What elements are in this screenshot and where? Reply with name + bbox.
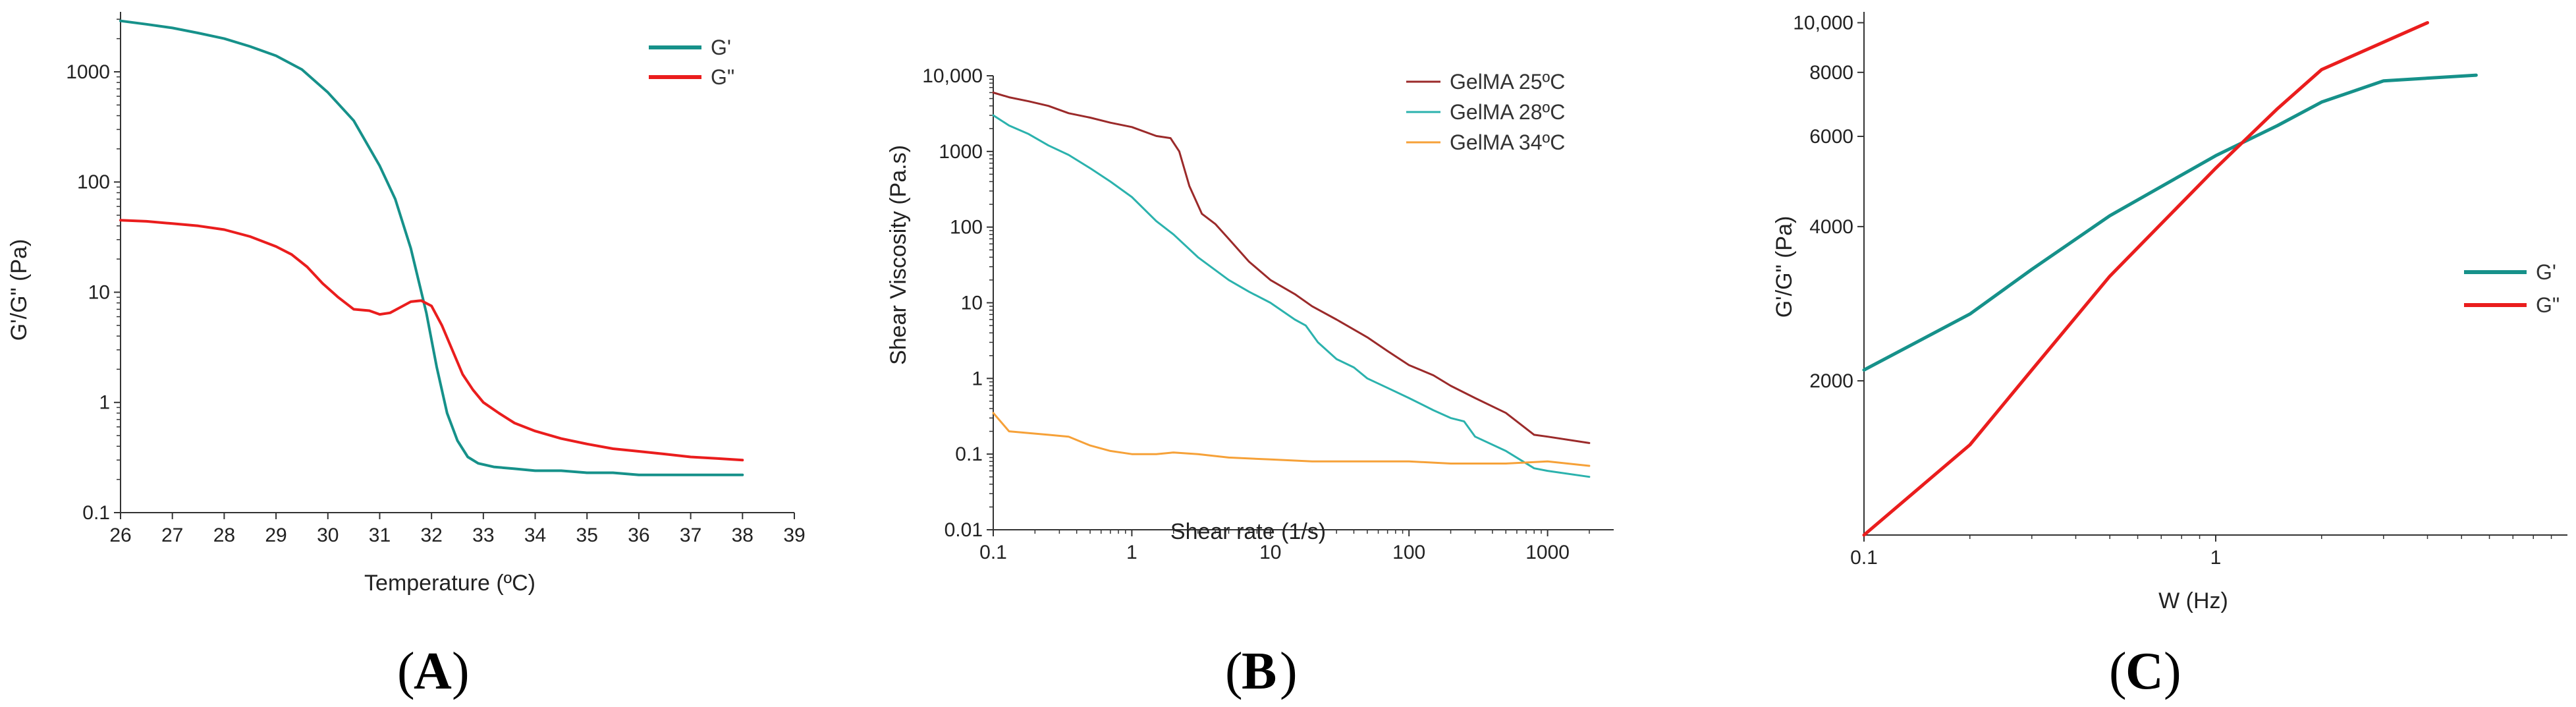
panel-b-x-tick-label: 1 bbox=[1126, 542, 1137, 563]
panel-a-legend-label-0: G' bbox=[711, 36, 731, 59]
panel-c: 0.1 1 2000 4000 6000 8000 10,000 W (Hz) G'/G" … bbox=[1772, 12, 2567, 700]
panel-c-label-open: ( bbox=[2109, 642, 2127, 700]
panel-a-label: A bbox=[414, 642, 452, 700]
panel-a-x-tick-label: 27 bbox=[161, 524, 183, 546]
panel-a-x-tick-label: 26 bbox=[109, 524, 131, 546]
panel-a-x-tick-label: 32 bbox=[420, 524, 442, 546]
panel-c-label-close: ) bbox=[2164, 642, 2181, 700]
panel-b-x-tick-label: 0.1 bbox=[979, 542, 1007, 563]
panel-b-label-close: ) bbox=[1280, 642, 1298, 700]
panel-a-x-tick-label: 37 bbox=[680, 524, 701, 546]
panel-a-x-tick-label: 33 bbox=[472, 524, 494, 546]
panel-c-y-tick-label: 8000 bbox=[1809, 62, 1853, 84]
panel-a-label-open: ( bbox=[397, 642, 415, 700]
panel-a-x-tick-label: 31 bbox=[369, 524, 391, 546]
panel-b-label-open: ( bbox=[1225, 642, 1243, 700]
panel-c-series-line-1 bbox=[1862, 21, 2429, 537]
panel-a-legend-label-1: G" bbox=[711, 65, 734, 89]
panel-a: 26 27 28 29 30 31 32 33 34 35 36 37 38 39 0.1 1 10 100 100… bbox=[7, 12, 806, 700]
panel-c-plot-frame bbox=[1863, 12, 2567, 536]
panel-a-x-tick-label: 34 bbox=[524, 524, 546, 546]
panel-b-legend-label-0: GelMA 25ºC bbox=[1450, 70, 1565, 94]
panel-c-x-axis-label: W (Hz) bbox=[2158, 588, 2228, 613]
panel-b-y-tick-label: 10 bbox=[961, 293, 983, 314]
panel-a-x-tick-label: 28 bbox=[213, 524, 235, 546]
panel-b-series-line-1 bbox=[992, 114, 1591, 478]
panel-c-y-tick-label: 2000 bbox=[1809, 370, 1853, 392]
panel-b-y-tick-label: 100 bbox=[950, 217, 983, 239]
panel-b-x-tick-label: 100 bbox=[1392, 542, 1425, 563]
panel-b-x-tick-label: 1000 bbox=[1525, 542, 1570, 563]
panel-b-legend-label-2: GelMA 34ºC bbox=[1450, 130, 1565, 154]
panel-c-y-tick-label: 6000 bbox=[1809, 126, 1853, 148]
panel-c-y-tick-label: 10,000 bbox=[1793, 12, 1853, 34]
panel-a-label-close: ) bbox=[452, 642, 470, 700]
panel-a-x-tick-label: 38 bbox=[732, 524, 754, 546]
panel-c-label: C bbox=[2125, 642, 2164, 700]
panel-a-x-tick-label: 36 bbox=[628, 524, 649, 546]
panel-a-y-tick-label: 1000 bbox=[66, 61, 110, 83]
panel-c-legend-label-1: G" bbox=[2536, 293, 2560, 317]
panel-b-label: B bbox=[1242, 642, 1276, 700]
panel-a-y-tick-label: 100 bbox=[77, 171, 110, 193]
panel-b-y-axis-label: Shear Viscosity (Pa.s) bbox=[886, 145, 911, 365]
panel-b-legend-label-1: GelMA 28ºC bbox=[1450, 100, 1565, 124]
panel-a-x-axis-label: Temperature (ºC) bbox=[364, 571, 535, 596]
panel-a-x-tick-label: 39 bbox=[783, 524, 805, 546]
panel-b-y-tick-label: 0.1 bbox=[955, 443, 983, 465]
panel-b-legend: GelMA 25ºC GelMA 28ºC GelMA 34ºC bbox=[1406, 70, 1565, 154]
panel-a-x-tick-label: 30 bbox=[317, 524, 339, 546]
panel-a-y-tick-label: 1 bbox=[99, 392, 110, 414]
panel-a-y-axis-label: G'/G" (Pa) bbox=[7, 239, 32, 341]
panel-b-y-tick-label: 10,000 bbox=[922, 65, 983, 87]
panel-a-legend: G' G" bbox=[649, 36, 734, 89]
panel-b-series-line-2 bbox=[992, 412, 1591, 467]
panel-c-x-tick-label: 0.1 bbox=[1850, 547, 1878, 569]
panel-b-y-tick-label: 1000 bbox=[939, 141, 983, 163]
panel-c-y-axis-label: G'/G" (Pa) bbox=[1772, 216, 1797, 318]
panel-b-series-line-0 bbox=[992, 92, 1591, 444]
panel-b-x-axis-label: Shear rate (1/s) bbox=[1170, 519, 1326, 544]
panel-a-x-tick-label: 29 bbox=[265, 524, 287, 546]
panel-a-x-tick-label: 35 bbox=[576, 524, 598, 546]
panel-a-y-tick-label: 0.1 bbox=[82, 502, 110, 524]
panel-c-y-tick-label: 4000 bbox=[1809, 216, 1853, 238]
panel-b-x-tick-label: 10 bbox=[1259, 542, 1281, 563]
panel-a-series-line-1 bbox=[119, 219, 744, 462]
panel-c-x-tick-label: 1 bbox=[2210, 547, 2222, 569]
panel-c-series-line-0 bbox=[1862, 73, 2478, 372]
panel-a-y-tick-label: 10 bbox=[88, 281, 110, 303]
panel-c-legend: G' G" bbox=[2464, 260, 2560, 317]
panel-b-y-tick-label: 0.01 bbox=[945, 519, 983, 541]
panel-b-y-tick-label: 1 bbox=[972, 368, 983, 389]
panel-a-series-line-0 bbox=[119, 19, 744, 476]
panel-c-legend-label-0: G' bbox=[2536, 260, 2556, 284]
